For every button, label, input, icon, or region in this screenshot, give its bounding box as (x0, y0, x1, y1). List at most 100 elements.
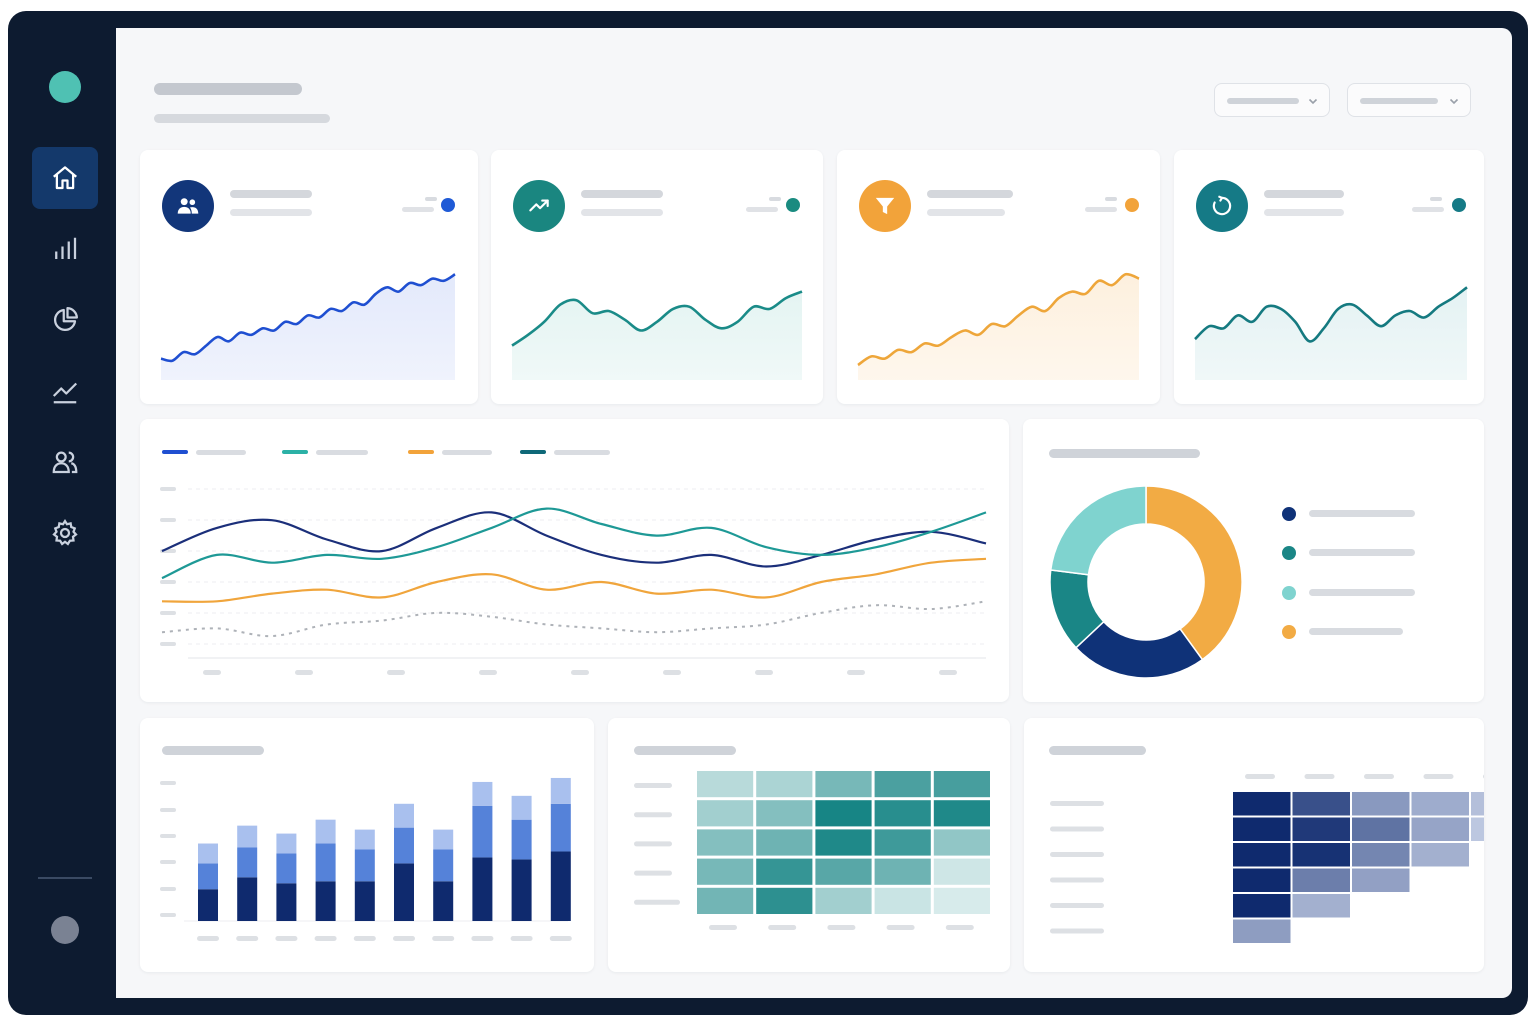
y-tick-label (160, 913, 176, 917)
bar-segment (433, 849, 454, 882)
x-tick-label (827, 925, 856, 930)
donut-slice (1049, 485, 1147, 576)
bar-chart-plot (160, 777, 572, 941)
legend-label (442, 450, 492, 455)
cohort-cell (1233, 792, 1291, 816)
x-tick-label (353, 936, 376, 941)
heatmap-cell (756, 771, 813, 798)
gear-icon (52, 519, 78, 546)
kpi-trend-label (1105, 197, 1117, 201)
cohort-cell (1292, 792, 1350, 816)
column-label (1423, 774, 1454, 779)
legend-label (554, 450, 610, 455)
kpi-title (230, 190, 312, 198)
sidebar-item-trends[interactable] (32, 360, 98, 422)
bar-segment (550, 851, 571, 921)
kpi-title (581, 190, 663, 198)
x-tick-label (432, 936, 455, 941)
heatmap-cell (933, 829, 990, 856)
cohort-cell (1352, 843, 1410, 867)
chevron-down-icon (1449, 98, 1459, 105)
y-tick-label (160, 518, 176, 522)
x-tick-label (709, 925, 737, 930)
heatmap-cell (697, 829, 754, 856)
card-title (634, 746, 736, 755)
kpi-card-growth[interactable] (491, 150, 823, 404)
sparkline-line (857, 272, 1140, 367)
kpi-subtitle (927, 209, 1005, 216)
bar-segment (394, 827, 414, 864)
sidebar-item-users[interactable] (32, 431, 98, 493)
x-tick-label (939, 670, 957, 675)
x-tick-label (387, 670, 405, 675)
kpi-card-retention[interactable] (1174, 150, 1484, 404)
column-label (1245, 774, 1275, 779)
kpi-sparkline (160, 273, 456, 380)
sidebar-item-settings[interactable] (32, 502, 98, 564)
series-line (161, 557, 987, 603)
row-label (1050, 877, 1104, 883)
heatmap-cell (874, 858, 931, 885)
bar-segment (472, 781, 493, 806)
heatmap-card (608, 718, 1010, 972)
bar-segment (198, 863, 218, 890)
bar-segment (198, 889, 218, 921)
heatmap-cell (933, 858, 990, 885)
sidebar-divider (38, 877, 92, 879)
cohort-cell (1411, 843, 1469, 867)
kpi-sparkline (511, 290, 803, 380)
row-label (634, 870, 672, 876)
legend-label (1309, 510, 1415, 517)
kpi-card-funnel[interactable] (837, 150, 1160, 404)
sidebar-item-home[interactable] (32, 147, 98, 209)
legend-dot (1282, 586, 1296, 600)
x-tick-label (510, 936, 533, 941)
legend-label (1309, 549, 1415, 556)
app-logo[interactable] (49, 71, 81, 103)
column-label (1304, 774, 1335, 779)
column-label (1483, 774, 1484, 779)
sparkline-area (1195, 287, 1467, 380)
kpi-trend-value (1412, 207, 1444, 212)
bar-segment (354, 881, 375, 921)
kpi-subtitle (230, 209, 312, 216)
legend-swatch (282, 450, 308, 454)
home-icon (53, 166, 77, 190)
page-subtitle (154, 114, 330, 123)
bar-segment (198, 843, 218, 864)
heatmap-cell (815, 858, 872, 885)
filter-dropdown-1[interactable] (1214, 83, 1330, 117)
sidebar-item-analytics[interactable] (32, 218, 98, 280)
sidebar-item-reports[interactable] (32, 289, 98, 351)
kpi-status-dot (441, 198, 455, 212)
heatmap-cell (815, 887, 872, 914)
legend-swatch (408, 450, 434, 454)
sparkline-line (160, 273, 456, 363)
row-label (1050, 928, 1104, 934)
bar-segment (315, 843, 336, 882)
trend-line-icon (52, 382, 78, 404)
bar-segment (394, 863, 414, 921)
x-tick-label (663, 670, 681, 675)
bar-segment (315, 881, 336, 921)
kpi-card-users[interactable] (140, 150, 478, 404)
users-icon (177, 198, 199, 214)
heatmap-cell (756, 858, 813, 885)
row-label (1050, 801, 1104, 806)
x-tick-label (945, 925, 974, 930)
sparkline-line (511, 290, 803, 347)
card-title (1049, 746, 1146, 755)
x-tick-label (549, 936, 572, 941)
cohort-card (1024, 718, 1484, 972)
y-tick-label (160, 580, 176, 584)
bar-segment (433, 829, 454, 850)
kpi-status-dot (786, 198, 800, 212)
heatmap-cell (756, 887, 813, 914)
filter-dropdown-2[interactable] (1347, 83, 1471, 117)
x-tick-label (314, 936, 337, 941)
user-avatar[interactable] (51, 916, 79, 944)
bar-segment (237, 825, 258, 848)
kpi-status-dot (1125, 198, 1139, 212)
card-title (1049, 449, 1200, 458)
sparkline-line (1194, 286, 1468, 343)
